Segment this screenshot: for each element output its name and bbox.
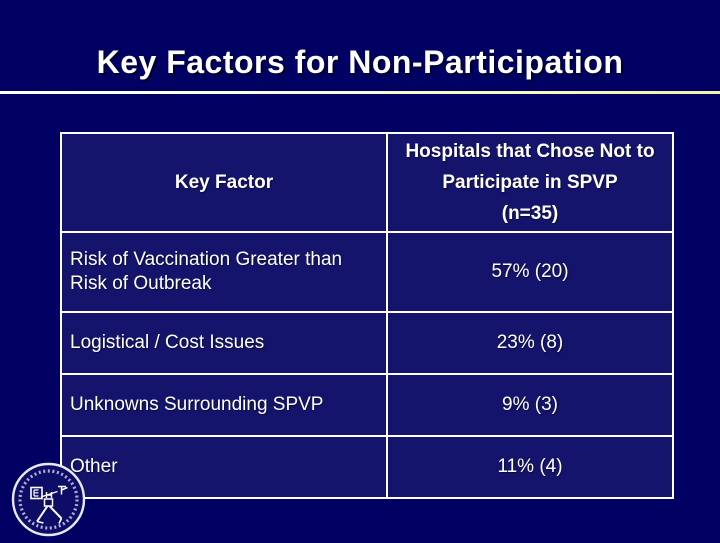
value-cell-risk-of-vaccination: 57% (20) <box>386 231 674 313</box>
value-cell-logistical-cost: 23% (8) <box>386 311 674 375</box>
table-row: Logistical / Cost Issues 23% (8) <box>60 311 674 375</box>
factor-cell-unknowns-spvp: Unknowns Surrounding SPVP <box>60 373 388 437</box>
table-row: Risk of Vaccination Greater than Risk of… <box>60 231 674 313</box>
column-header-hospitals-not-participating: Hospitals that Chose Not to Participate … <box>386 132 674 233</box>
column-header-key-factor: Key Factor <box>60 132 388 233</box>
value-cell-other: 11% (4) <box>386 435 674 499</box>
factor-cell-risk-of-vaccination: Risk of Vaccination Greater than Risk of… <box>60 231 388 313</box>
value-cell-unknowns-spvp: 9% (3) <box>386 373 674 437</box>
seal-icon <box>11 462 86 537</box>
factor-cell-other: Other <box>60 435 388 499</box>
table-row: Other 11% (4) <box>60 435 674 499</box>
title-underline-rule <box>0 91 720 94</box>
slide-title: Key Factors for Non-Participation <box>96 44 624 80</box>
key-factors-table: Key Factor Hospitals that Chose Not to P… <box>60 132 674 499</box>
organization-seal-logo <box>10 461 87 538</box>
table-row: Unknowns Surrounding SPVP 9% (3) <box>60 373 674 437</box>
factor-cell-logistical-cost: Logistical / Cost Issues <box>60 311 388 375</box>
table-header-row: Key Factor Hospitals that Chose Not to P… <box>60 132 674 233</box>
